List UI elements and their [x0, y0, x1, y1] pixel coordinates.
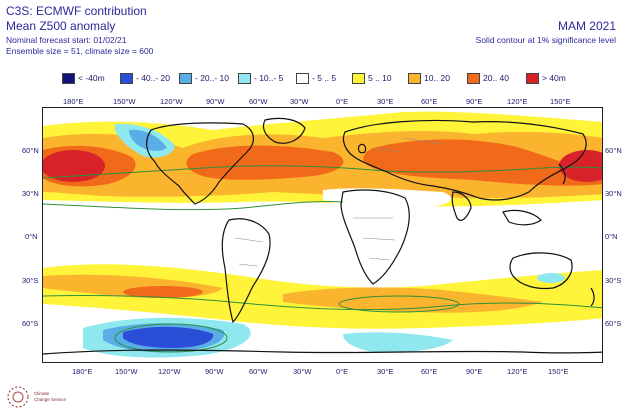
coastlines — [43, 117, 602, 355]
lon-label-bottom: 30°E — [377, 367, 394, 376]
legend-label: - 5 .. 5 — [312, 73, 337, 83]
sh-blue-core — [123, 326, 214, 348]
lon-label-bottom: 60°W — [249, 367, 268, 376]
lat-label-left: 60°S — [22, 319, 39, 328]
anomaly-map — [42, 107, 603, 363]
lon-label-top: 120°E — [507, 97, 528, 106]
logo-line1: Climate — [34, 391, 50, 396]
lon-label-bottom: 90°E — [466, 367, 483, 376]
sh-cyan-australia — [537, 273, 565, 283]
border-south-america — [234, 237, 264, 267]
border-africa — [353, 217, 396, 261]
south-america-outline — [221, 218, 271, 324]
lon-label-bottom: 150°E — [548, 367, 569, 376]
logo-line2: Change Service — [34, 397, 67, 402]
india-outline — [451, 191, 472, 221]
ensemble-size: Ensemble size = 51, climate size = 600 — [6, 46, 154, 56]
anomaly-map-svg — [43, 111, 602, 358]
lon-label-bottom: 90°W — [205, 367, 224, 376]
red-core-north-pacific-east — [559, 150, 602, 182]
legend-swatch — [296, 73, 309, 84]
australia-outline — [509, 252, 573, 290]
se-asia-outline — [502, 209, 542, 226]
north-america-outline — [146, 122, 254, 205]
lon-label-top: 0°E — [336, 97, 349, 106]
lon-label-top: 180°E — [63, 97, 84, 106]
lat-label-right: 60°S — [605, 319, 622, 328]
legend-label: 20.. 40 — [483, 73, 509, 83]
legend-label: - 10..- 5 — [254, 73, 284, 83]
japan-outline — [558, 163, 566, 185]
nh-red-orange-atlantic — [186, 145, 344, 180]
lon-label-top: 90°W — [206, 97, 225, 106]
lat-label-left: 0°N — [25, 232, 38, 241]
lon-label-bottom: 0°E — [336, 367, 349, 376]
new-zealand-outline — [590, 287, 595, 307]
sig-contour-sh-indian — [338, 295, 460, 313]
legend-swatch — [408, 73, 421, 84]
color-legend: < -40m - 40..- 20 - 20..- 10 - 10..- 5 -… — [62, 70, 572, 88]
nh-white-gap-central — [323, 188, 452, 208]
red-core-north-pacific-west — [43, 150, 105, 182]
legend-label: - 40..- 20 — [136, 73, 171, 83]
legend-label: - 20..- 10 — [195, 73, 230, 83]
lat-label-left: 60°N — [22, 146, 39, 155]
lat-label-right: 30°N — [605, 189, 622, 198]
sh-cyan-indian — [343, 332, 453, 353]
antarctica-outline — [43, 349, 602, 355]
eurasia-outline — [342, 119, 587, 201]
greenland-outline — [262, 117, 306, 144]
lon-label-top: 150°W — [113, 97, 136, 106]
season-label: MAM 2021 — [557, 19, 616, 33]
lat-label-right: 0°N — [605, 232, 618, 241]
legend-swatch — [120, 73, 133, 84]
lon-label-bottom: 180°E — [72, 367, 93, 376]
legend-label: 10.. 20 — [424, 73, 450, 83]
field-title: Mean Z500 anomaly — [6, 19, 116, 33]
lon-label-bottom: 120°W — [158, 367, 181, 376]
lon-label-top: 150°E — [550, 97, 571, 106]
lon-label-top: 30°W — [290, 97, 309, 106]
legend-label: < -40m — [78, 73, 105, 83]
legend-label: > 40m — [542, 73, 566, 83]
lon-label-top: 60°E — [421, 97, 438, 106]
sh-orange-band-indian — [283, 287, 543, 313]
legend-swatch — [179, 73, 192, 84]
legend-swatch — [526, 73, 539, 84]
legend-swatch — [238, 73, 251, 84]
border-europe — [372, 137, 444, 153]
legend-swatch — [352, 73, 365, 84]
product-title: C3S: ECMWF contribution — [6, 4, 147, 18]
logo-mark-icon — [7, 386, 29, 408]
c3s-logo: Climate Change Service — [4, 379, 84, 415]
lat-label-left: 30°S — [22, 276, 39, 285]
blue-na-inner — [129, 129, 167, 151]
sig-contour-nh — [43, 165, 602, 179]
lon-label-bottom: 30°W — [293, 367, 312, 376]
sig-contour-sh-blue — [114, 323, 228, 353]
lat-label-left: 30°N — [22, 189, 39, 198]
sig-contour-nh2 — [43, 200, 344, 211]
lat-label-right: 30°S — [605, 276, 622, 285]
legend-swatch — [467, 73, 480, 84]
lon-label-bottom: 150°W — [115, 367, 138, 376]
lon-label-top: 30°E — [377, 97, 394, 106]
africa-outline — [340, 189, 410, 285]
lon-label-top: 90°E — [466, 97, 483, 106]
country-borders — [234, 137, 444, 267]
lon-label-top: 120°W — [160, 97, 183, 106]
nh-red-orange-eurasia — [363, 139, 602, 186]
significance-note: Solid contour at 1% significance level — [475, 35, 616, 45]
legend-swatch — [62, 73, 75, 84]
lon-label-bottom: 60°E — [421, 367, 438, 376]
sig-contour-sh — [43, 294, 602, 311]
uk-outline — [357, 143, 367, 154]
forecast-start: Nominal forecast start: 01/02/21 — [6, 35, 127, 45]
legend-label: 5 .. 10 — [368, 73, 392, 83]
lon-label-top: 60°W — [249, 97, 268, 106]
lon-label-bottom: 120°E — [507, 367, 528, 376]
lat-label-right: 60°N — [605, 146, 622, 155]
sh-red-orange-pacific — [123, 286, 203, 298]
